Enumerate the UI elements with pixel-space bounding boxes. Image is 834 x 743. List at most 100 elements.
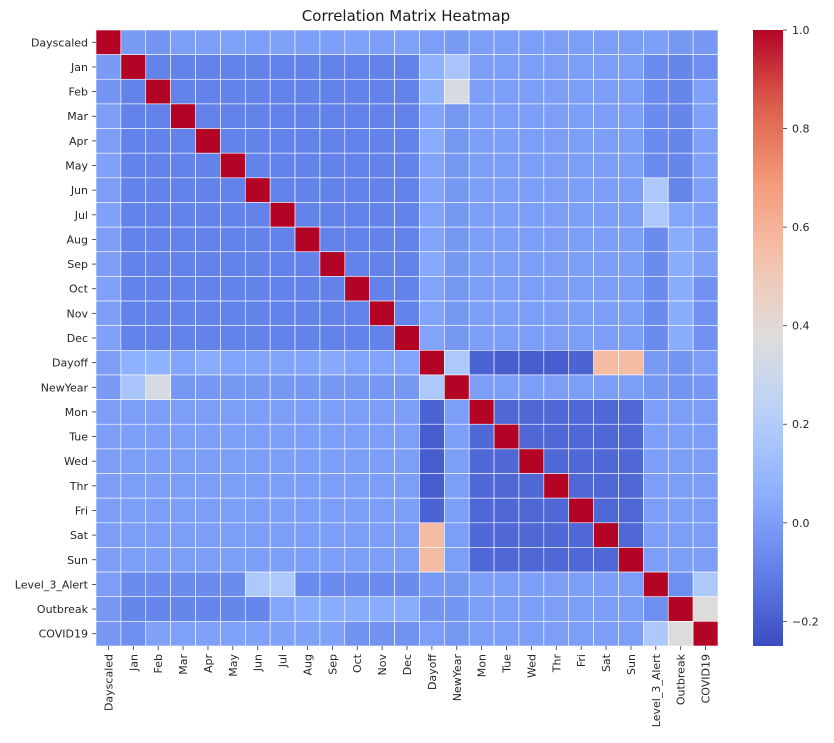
heatmap-cell: [269, 596, 296, 622]
heatmap-cell: [294, 177, 321, 203]
heatmap-cell: [618, 128, 644, 154]
heatmap-cell: [618, 54, 644, 80]
heatmap-cell: [593, 29, 619, 55]
heatmap-cell: [294, 202, 321, 228]
heatmap-cell: [195, 325, 221, 351]
heatmap-cell: [120, 325, 147, 351]
heatmap-cell: [369, 300, 395, 326]
heatmap-cell: [95, 399, 122, 425]
heatmap-cell: [170, 350, 196, 376]
heatmap-cell: [692, 350, 719, 376]
heatmap-cell: [543, 522, 570, 548]
heatmap-cell: [643, 54, 669, 80]
heatmap-cell: [95, 497, 122, 524]
heatmap-cell: [493, 29, 520, 55]
heatmap-cell: [195, 547, 221, 573]
heatmap-cell: [692, 473, 719, 499]
heatmap-cell: [444, 399, 470, 425]
heatmap-cell: [468, 621, 495, 647]
heatmap-cell: [468, 29, 495, 55]
heatmap-cell: [667, 399, 694, 425]
heatmap-cell: [394, 448, 420, 474]
heatmap-cell: [369, 54, 395, 80]
heatmap-cell: [269, 54, 296, 80]
heatmap-cell: [294, 473, 321, 499]
heatmap-cell: [568, 571, 594, 598]
heatmap-cell: [220, 497, 246, 524]
heatmap-cell: [543, 325, 570, 351]
heatmap-cell: [692, 621, 719, 647]
heatmap-cell: [220, 177, 246, 203]
heatmap-cell: [195, 128, 221, 154]
heatmap-cell: [294, 29, 321, 55]
heatmap-cell: [369, 547, 395, 573]
heatmap-cell: [120, 399, 147, 425]
heatmap-cell: [618, 251, 644, 277]
heatmap-cell: [269, 226, 296, 253]
heatmap-cell: [667, 497, 694, 524]
heatmap-cell: [344, 202, 370, 228]
heatmap-cell: [493, 448, 520, 474]
heatmap-cell: [692, 448, 719, 474]
heatmap-cell: [419, 423, 445, 450]
heatmap-cell: [444, 78, 470, 105]
heatmap-cell: [244, 325, 271, 351]
heatmap-cell: [195, 497, 221, 524]
heatmap-cell: [220, 350, 246, 376]
heatmap-cell: [195, 448, 221, 474]
heatmap-cell: [269, 497, 296, 524]
heatmap-cell: [220, 276, 246, 302]
heatmap-cell: [244, 522, 271, 548]
heatmap-cell: [618, 152, 644, 179]
heatmap-cell: [344, 374, 370, 400]
heatmap-cell: [394, 325, 420, 351]
heatmap-cell: [369, 571, 395, 598]
heatmap-cells: [95, 29, 719, 647]
heatmap-cell: [220, 251, 246, 277]
heatmap-cell: [593, 152, 619, 179]
heatmap-cell: [692, 423, 719, 450]
heatmap-cell: [244, 78, 271, 105]
row-label: Aug: [67, 233, 88, 246]
heatmap-cell: [543, 54, 570, 80]
heatmap-cell: [170, 497, 196, 524]
heatmap-cell: [344, 325, 370, 351]
heatmap-cell: [244, 497, 271, 524]
heatmap-cell: [643, 522, 669, 548]
heatmap-cell: [369, 177, 395, 203]
heatmap-cell: [568, 448, 594, 474]
heatmap-cell: [344, 399, 370, 425]
heatmap-cell: [667, 276, 694, 302]
heatmap-cell: [145, 54, 171, 80]
heatmap-cell: [294, 226, 321, 253]
heatmap-cell: [493, 571, 520, 598]
heatmap-cell: [643, 448, 669, 474]
heatmap-cell: [394, 547, 420, 573]
heatmap-cell: [419, 497, 445, 524]
heatmap-cell: [269, 473, 296, 499]
heatmap-cell: [518, 497, 545, 524]
heatmap-cell: [170, 547, 196, 573]
heatmap-cell: [444, 325, 470, 351]
heatmap-cell: [667, 29, 694, 55]
heatmap-cell: [493, 251, 520, 277]
heatmap-cell: [220, 54, 246, 80]
column-label: Aug: [301, 654, 314, 675]
heatmap-cell: [294, 54, 321, 80]
heatmap-cell: [419, 621, 445, 647]
heatmap-cell: [319, 497, 346, 524]
heatmap-cell: [294, 374, 321, 400]
heatmap-cell: [618, 473, 644, 499]
heatmap-cell: [568, 54, 594, 80]
heatmap-cell: [269, 177, 296, 203]
heatmap-cell: [444, 522, 470, 548]
heatmap-cell: [120, 78, 147, 105]
heatmap-cell: [369, 448, 395, 474]
heatmap-cell: [95, 325, 122, 351]
row-label: Mon: [65, 406, 88, 419]
heatmap-cell: [444, 177, 470, 203]
heatmap-cell: [692, 497, 719, 524]
heatmap-cell: [643, 226, 669, 253]
heatmap-cell: [618, 522, 644, 548]
heatmap-cell: [667, 522, 694, 548]
